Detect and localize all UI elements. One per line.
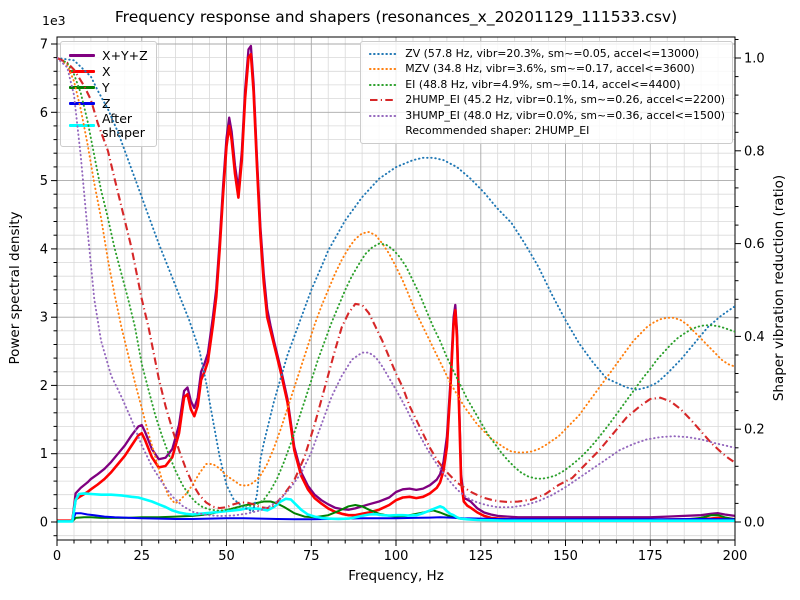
legend-item: EI (48.8 Hz, vibr=4.9%, sm~=0.14, accel<… [368,77,725,93]
legend-line-sample [369,83,398,86]
x-tick-label: 150 [553,549,578,564]
y-right-tick-label: 0.8 [744,144,765,159]
y-right-tick-label: 0.6 [744,237,765,252]
y-axis-right-label: Shaper vibration reduction (ratio) [771,174,787,402]
x-tick-label: 100 [384,549,409,564]
y-left-tick-label: 1 [40,447,48,462]
y-left-tick-label: 2 [40,379,48,394]
y-left-tick-label: 6 [40,106,48,121]
legend-item: 3HUMP_EI (48.0 Hz, vibr=0.0%, sm~=0.36, … [368,108,725,124]
y-left-tick-label: 4 [40,242,48,257]
legend-shapers: ZV (57.8 Hz, vibr=20.3%, sm~=0.05, accel… [360,41,733,144]
chart-title: Frequency response and shapers (resonanc… [114,8,678,26]
y-left-tick-label: 3 [40,311,48,326]
y-axis-offset-text: 1e3 [42,13,66,28]
y-right-tick-label: 1.0 [744,52,765,67]
x-tick-label: 200 [723,549,748,564]
legend-line-sample [369,52,398,55]
y-left-tick-label: 5 [40,174,48,189]
y-right-tick-label: 0.4 [744,330,765,345]
y-left-tick-label: 0 [40,516,48,531]
legend-item: ZV (57.8 Hz, vibr=20.3%, sm~=0.05, accel… [368,46,725,62]
legend-item-label: 2HUMP_EI (45.2 Hz, vibr=0.1%, sm~=0.26, … [405,93,725,107]
x-axis-label: Frequency, Hz [348,568,444,584]
y-right-tick-label: 0.0 [744,516,765,531]
x-tick-label: 175 [638,549,663,564]
legend-item: 2HUMP_EI (45.2 Hz, vibr=0.1%, sm~=0.26, … [368,93,725,109]
tick-labels: 0 25 50 75 100 125 150 175 200 0 1 2 3 4 5 6 7 0.0 0.2 0.4 0… [40,38,765,565]
tick-marks [51,39,741,546]
y-left-tick-label: 7 [40,38,48,53]
y-axis-left-label: Power spectral density [7,211,23,365]
legend-item: MZV (34.8 Hz, vibr=3.6%, sm~=0.17, accel… [368,62,725,78]
legend-footer: Recommended shaper: 2HUMP_EI [368,124,725,140]
y-right-tick-label: 0.2 [744,423,765,438]
legend-item-label: 3HUMP_EI (48.0 Hz, vibr=0.0%, sm~=0.36, … [405,108,725,122]
legend-line-sample [369,68,398,71]
x-tick-label: 25 [134,549,151,564]
x-tick-label: 75 [303,549,320,564]
x-tick-label: 0 [53,549,61,564]
legend-item-label: EI (48.8 Hz, vibr=4.9%, sm~=0.14, accel<… [405,77,681,91]
legend-item-label: MZV (34.8 Hz, vibr=3.6%, sm~=0.17, accel… [405,62,695,76]
legend-item-label: ZV (57.8 Hz, vibr=20.3%, sm~=0.05, accel… [405,46,700,60]
recommended-shaper-text: Recommended shaper: 2HUMP_EI [405,124,590,138]
legend-line-sample [370,99,397,102]
x-tick-label: 50 [218,549,235,564]
legend-line-sample [369,114,398,117]
x-tick-label: 125 [468,549,493,564]
legend-line-sample [69,54,95,57]
